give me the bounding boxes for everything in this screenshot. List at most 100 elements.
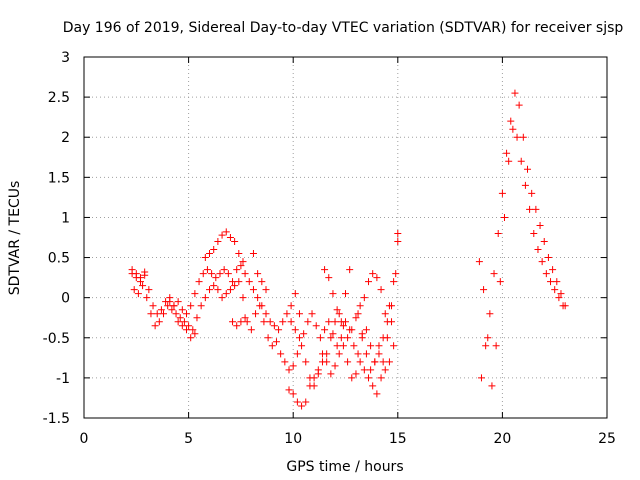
data-point — [157, 306, 165, 314]
data-point — [515, 101, 523, 109]
y-tick-label: -0.5 — [43, 331, 70, 347]
data-point — [210, 246, 218, 254]
data-point — [268, 342, 276, 350]
data-point — [381, 310, 389, 318]
data-point — [212, 274, 220, 282]
data-point — [390, 278, 398, 286]
data-point — [233, 266, 241, 274]
data-point — [159, 310, 167, 318]
data-point — [551, 286, 559, 294]
data-point — [243, 318, 251, 326]
data-point — [392, 270, 400, 278]
data-point — [235, 250, 243, 258]
data-point — [231, 238, 239, 246]
x-tick-label: 25 — [598, 431, 616, 447]
data-point — [174, 318, 182, 326]
data-point — [264, 334, 272, 342]
data-point — [218, 231, 226, 239]
data-point — [388, 318, 396, 326]
data-point — [356, 302, 364, 310]
data-point — [139, 282, 147, 290]
data-point — [289, 390, 297, 398]
data-point — [318, 358, 326, 366]
data-point — [164, 302, 172, 310]
data-point — [367, 342, 375, 350]
data-point — [335, 310, 343, 318]
data-point — [335, 350, 343, 358]
data-point — [151, 322, 159, 330]
data-point — [218, 294, 226, 302]
data-point — [369, 270, 377, 278]
data-point — [197, 302, 205, 310]
data-point — [180, 318, 188, 326]
data-point — [394, 238, 402, 246]
data-point — [277, 350, 285, 358]
series-track-f — [128, 250, 396, 374]
data-point — [178, 322, 186, 330]
data-point — [348, 374, 356, 382]
data-point — [333, 306, 341, 314]
data-point — [239, 258, 247, 266]
data-point — [385, 358, 393, 366]
data-point — [509, 125, 517, 133]
data-point — [222, 290, 230, 298]
data-point — [195, 278, 203, 286]
data-point — [187, 334, 195, 342]
data-point — [547, 278, 555, 286]
grid-lines — [84, 57, 607, 418]
data-point — [553, 278, 561, 286]
data-point — [141, 268, 149, 276]
data-point — [549, 266, 557, 274]
data-point — [254, 270, 262, 278]
data-point — [327, 370, 335, 378]
data-point — [302, 398, 310, 406]
data-point — [542, 270, 550, 278]
data-point — [293, 350, 301, 358]
data-point — [329, 290, 337, 298]
data-point — [325, 274, 333, 282]
data-point — [490, 270, 498, 278]
y-tick-label: 1 — [61, 210, 70, 226]
data-point — [249, 286, 257, 294]
data-point — [348, 326, 356, 334]
data-point — [316, 334, 324, 342]
data-point — [310, 374, 318, 382]
data-point — [528, 189, 536, 197]
data-point — [540, 238, 548, 246]
data-point — [329, 330, 337, 338]
chart-title: Day 196 of 2019, Sidereal Day-to-day VTE… — [63, 20, 624, 36]
data-point — [235, 278, 243, 286]
data-point — [356, 358, 364, 366]
data-point — [304, 318, 312, 326]
data-point — [503, 149, 511, 157]
series-track-c — [201, 228, 402, 410]
data-point — [266, 318, 274, 326]
data-point — [289, 362, 297, 370]
data-point — [262, 310, 270, 318]
data-point — [360, 366, 368, 374]
y-tick-label: 1.5 — [48, 170, 70, 186]
data-point — [239, 294, 247, 302]
data-point — [285, 386, 293, 394]
data-point — [354, 310, 362, 318]
data-point — [350, 342, 358, 350]
x-tick-label: 15 — [389, 431, 407, 447]
data-point — [306, 382, 314, 390]
data-point — [252, 310, 260, 318]
data-point — [149, 302, 157, 310]
data-point — [241, 270, 249, 278]
y-axis-label: SDTVAR / TECUs — [7, 181, 23, 296]
data-point — [559, 302, 567, 310]
data-point — [362, 350, 370, 358]
x-tick-label: 5 — [184, 431, 193, 447]
data-point — [302, 358, 310, 366]
data-point — [132, 270, 140, 278]
data-point — [136, 274, 144, 282]
data-point — [260, 318, 268, 326]
data-point — [214, 238, 222, 246]
data-point — [166, 298, 174, 306]
data-point — [222, 228, 230, 236]
data-point — [544, 254, 552, 262]
data-point — [185, 322, 193, 330]
